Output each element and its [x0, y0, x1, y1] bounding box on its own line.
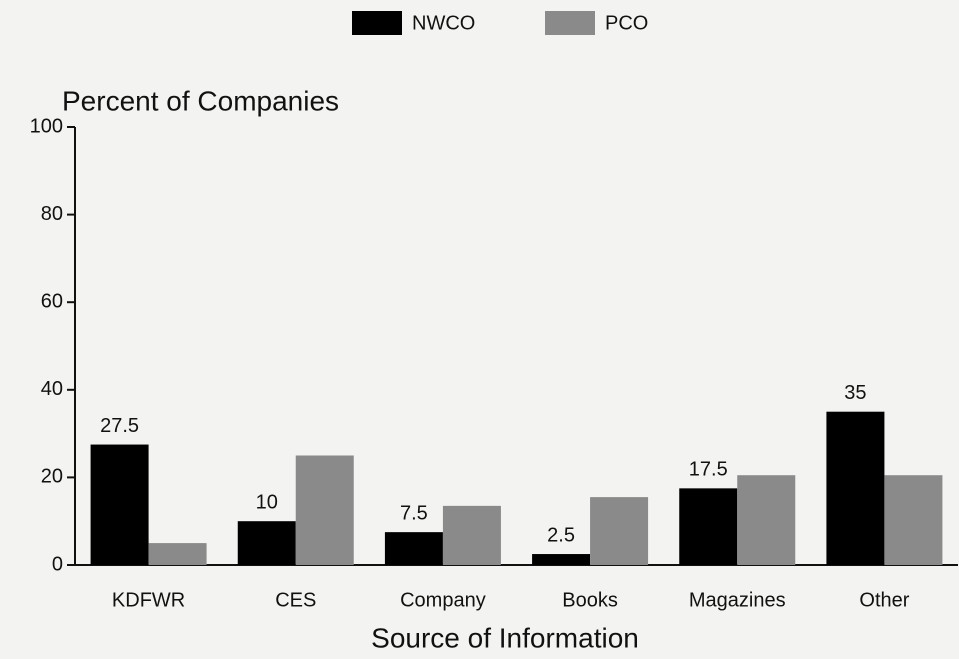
- x-tick-label: Books: [562, 589, 618, 611]
- bar: [90, 444, 149, 565]
- bar: [532, 554, 591, 565]
- bar: [737, 475, 796, 565]
- y-tick-label: 100: [30, 115, 63, 137]
- bar: [295, 455, 354, 565]
- bar: [384, 532, 443, 565]
- y-axis-title: Percent of Companies: [62, 85, 339, 116]
- legend-label: PCO: [605, 12, 648, 34]
- value-label: 17.5: [689, 459, 728, 481]
- value-label: 27.5: [100, 415, 139, 437]
- y-tick-label: 60: [41, 290, 63, 312]
- y-tick-label: 20: [41, 466, 63, 488]
- x-tick-label: CES: [275, 589, 316, 611]
- x-tick-label: Company: [400, 589, 486, 611]
- bar: [148, 543, 207, 565]
- value-label: 35: [844, 382, 866, 404]
- bar: [679, 488, 738, 565]
- bar: [826, 411, 885, 565]
- bar: [590, 497, 649, 565]
- y-tick-label: 40: [41, 378, 63, 400]
- x-axis-title: Source of Information: [371, 622, 639, 653]
- y-tick-label: 80: [41, 203, 63, 225]
- x-tick-label: Other: [859, 589, 909, 611]
- bar: [237, 521, 296, 565]
- x-tick-label: Magazines: [689, 589, 786, 611]
- legend-swatch: [352, 11, 402, 35]
- legend-label: NWCO: [412, 12, 475, 34]
- bar: [884, 475, 943, 565]
- x-tick-label: KDFWR: [112, 589, 185, 611]
- value-label: 2.5: [547, 524, 575, 546]
- value-label: 7.5: [400, 502, 428, 524]
- value-label: 10: [256, 491, 278, 513]
- bar: [442, 505, 501, 565]
- legend-swatch: [545, 11, 595, 35]
- y-tick-label: 0: [52, 553, 63, 575]
